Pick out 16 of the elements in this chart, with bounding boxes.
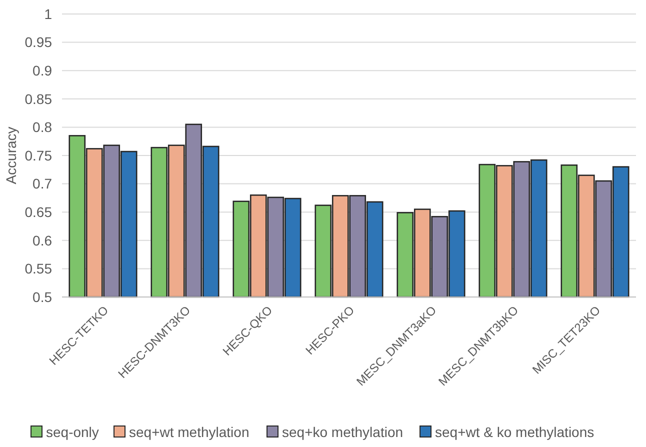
y-tick-label: 1	[44, 6, 52, 22]
y-axis-title: Accuracy	[3, 126, 19, 184]
y-tick-label: 0.9	[32, 62, 52, 78]
y-tick-label: 0.85	[24, 90, 52, 107]
y-tick-label: 0.75	[24, 147, 52, 164]
legend-label: seq+ko methylation	[282, 424, 404, 440]
legend-label: seq-only	[46, 424, 99, 440]
y-tick-label: 0.95	[24, 34, 52, 50]
y-tick-label: 0.65	[24, 204, 52, 220]
y-tick-label: 0.8	[32, 119, 52, 136]
legend-label: seq+wt & ko methylations	[435, 424, 594, 440]
y-tick-label: 0.55	[24, 260, 52, 277]
y-tick-label: 0.7	[32, 176, 52, 192]
legend-label: seq+wt methylation	[129, 424, 250, 440]
y-tick-label: 0.5	[32, 288, 52, 305]
y-tick-label: 0.6	[32, 232, 52, 248]
